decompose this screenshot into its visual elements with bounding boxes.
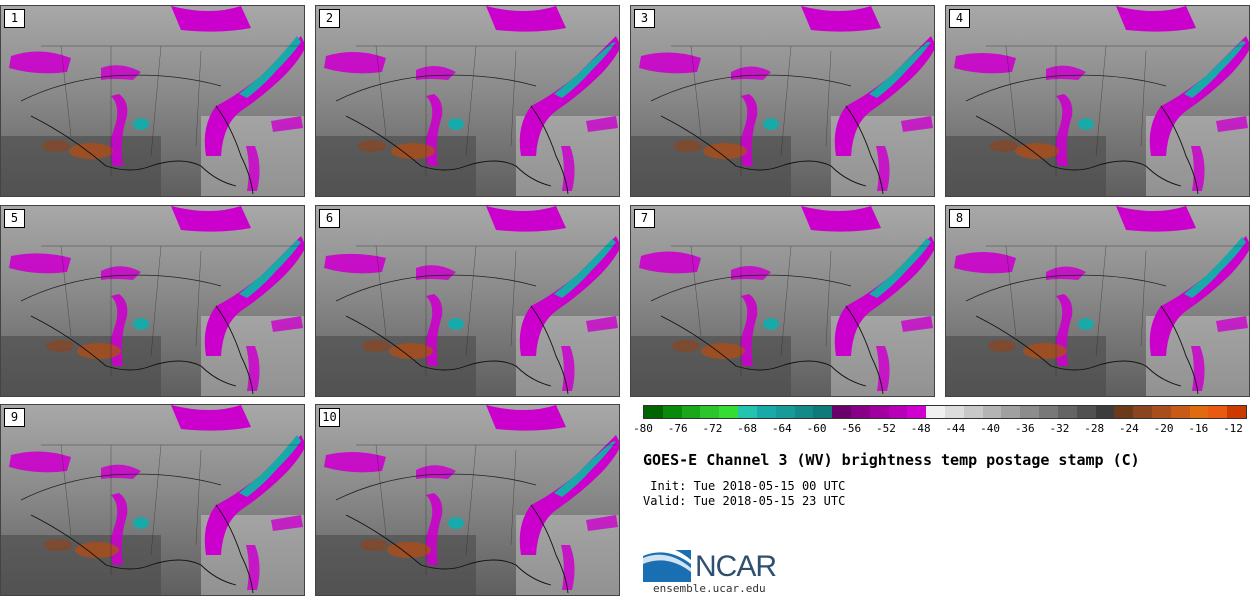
stamp-panel: 9: [0, 404, 305, 596]
ncar-wordmark: NCAR: [695, 550, 777, 583]
water-vapor-map: [631, 206, 934, 396]
water-vapor-map: [1, 405, 304, 595]
colorbar-tick-label: -12: [1223, 422, 1243, 435]
panel-number: 2: [319, 9, 340, 28]
panel-number: 3: [634, 9, 655, 28]
colorbar-swatch: [681, 406, 701, 418]
colorbar-swatch: [775, 406, 795, 418]
colorbar-tick-label: -32: [1049, 422, 1070, 435]
colorbar-tick-label: -80: [633, 422, 653, 435]
water-vapor-map: [316, 6, 619, 196]
stamp-panel: 5: [0, 205, 305, 397]
colorbar-swatch: [1020, 406, 1040, 418]
colorbar-swatch: [719, 406, 739, 418]
colorbar-swatch: [700, 406, 720, 418]
colorbar-tick-label: -44: [945, 422, 966, 435]
water-vapor-map: [946, 6, 1249, 196]
colorbar-tick-label: -72: [702, 422, 723, 435]
panel-number: 1: [4, 9, 25, 28]
colorbar-tick-label: -28: [1084, 422, 1105, 435]
colorbar-tick-label: -68: [737, 422, 758, 435]
colorbar-swatch: [1189, 406, 1209, 418]
water-vapor-map: [946, 206, 1249, 396]
stamp-panel: 8: [945, 205, 1250, 397]
init-time: Init: Tue 2018-05-15 00 UTC: [643, 479, 846, 493]
stamp-panel: 3: [630, 5, 935, 197]
stamp-panel: 1: [0, 5, 305, 197]
colorbar-swatch: [813, 406, 833, 418]
colorbar-swatch: [926, 406, 945, 418]
colorbar-tick-label: -76: [667, 422, 688, 435]
colorbar-swatch: [1208, 406, 1228, 418]
colorbar-swatch: [869, 406, 889, 418]
colorbar-swatch: [1095, 406, 1115, 418]
water-vapor-map: [316, 405, 619, 595]
colorbar-swatch: [756, 406, 776, 418]
panel-number: 6: [319, 209, 340, 228]
colorbar-swatch: [850, 406, 870, 418]
panel-number: 7: [634, 209, 655, 228]
colorbar-swatch: [1133, 406, 1152, 418]
colorbar-tick-label: -48: [910, 422, 931, 435]
colorbar-tick-label: -20: [1153, 422, 1174, 435]
colorbar-tick-label: -24: [1118, 422, 1139, 435]
stamp-panel: 4: [945, 5, 1250, 197]
colorbar-swatch: [945, 406, 964, 418]
panel-number: 8: [949, 209, 970, 228]
colorbar-tick-label: -40: [980, 422, 1000, 435]
stamp-panel: 10: [315, 404, 620, 596]
panel-number: 5: [4, 209, 25, 228]
panel-number: 10: [319, 408, 340, 427]
colorbar-swatch: [1057, 406, 1077, 418]
colorbar-swatch: [1114, 406, 1134, 418]
water-vapor-map: [316, 206, 619, 396]
panel-number: 4: [949, 9, 970, 28]
colorbar-swatch: [1076, 406, 1096, 418]
colorbar-swatch: [907, 406, 927, 418]
colorbar-swatch: [794, 406, 814, 418]
colorbar: [643, 405, 1247, 419]
colorbar-swatch: [888, 406, 908, 418]
colorbar-swatch: [1151, 406, 1171, 418]
valid-time: Valid: Tue 2018-05-15 23 UTC: [643, 494, 846, 508]
colorbar-tick-label: -56: [841, 422, 862, 435]
water-vapor-map: [1, 206, 304, 396]
colorbar-swatch: [738, 406, 757, 418]
stamp-panel: 7: [630, 205, 935, 397]
colorbar-swatch: [662, 406, 682, 418]
colorbar-tick-label: -16: [1188, 422, 1209, 435]
stamp-panel: 2: [315, 5, 620, 197]
colorbar-ticks: -80 -76 -72 -68 -64 -60 -56 -52 -48 -44 -40 -36 -32 -…: [633, 422, 1258, 436]
colorbar-tick-label: -52: [876, 422, 896, 435]
colorbar-swatch: [1170, 406, 1190, 418]
colorbar-swatch: [1001, 406, 1021, 418]
colorbar-tick-label: -60: [806, 422, 827, 435]
ncar-logo-icon: [643, 546, 691, 582]
water-vapor-map: [1, 6, 304, 196]
colorbar-swatch: [1039, 406, 1058, 418]
ncar-logo: NCAR ensemble.ucar.edu: [643, 540, 793, 596]
water-vapor-map: [631, 6, 934, 196]
colorbar-tick-label: -64: [771, 422, 792, 435]
colorbar-tick-label: -36: [1014, 422, 1035, 435]
chart-title: GOES-E Channel 3 (WV) brightness temp po…: [643, 451, 1140, 469]
colorbar-swatch: [982, 406, 1002, 418]
panel-number: 9: [4, 408, 25, 427]
colorbar-swatch: [644, 406, 663, 418]
colorbar-swatch: [832, 406, 851, 418]
colorbar-swatch: [963, 406, 983, 418]
site-url[interactable]: ensemble.ucar.edu: [653, 582, 766, 595]
colorbar-swatch: [1227, 406, 1246, 418]
stamp-panel: 6: [315, 205, 620, 397]
